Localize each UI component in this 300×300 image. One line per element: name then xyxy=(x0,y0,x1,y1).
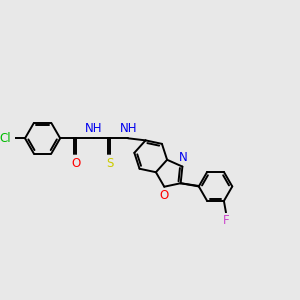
Text: Cl: Cl xyxy=(0,132,11,145)
Text: S: S xyxy=(107,157,114,170)
Text: N: N xyxy=(179,151,188,164)
Text: O: O xyxy=(160,189,169,202)
Text: NH: NH xyxy=(85,122,103,135)
Text: F: F xyxy=(223,214,229,227)
Text: NH: NH xyxy=(120,122,137,135)
Text: O: O xyxy=(71,157,81,170)
